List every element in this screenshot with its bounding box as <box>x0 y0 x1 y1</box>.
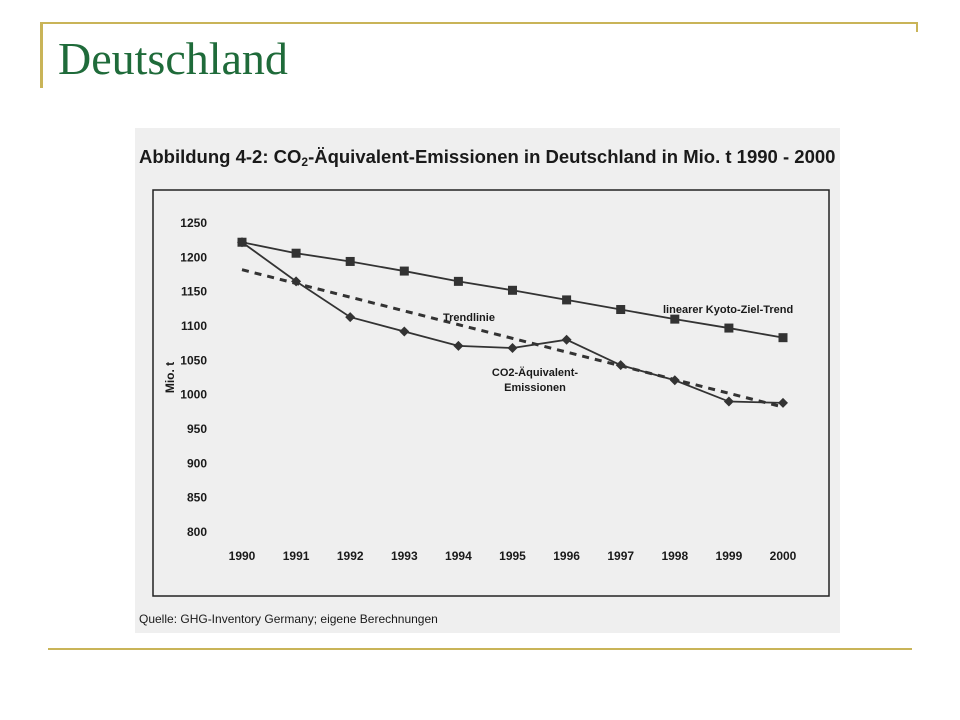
x-tick-label: 1999 <box>716 549 743 563</box>
series-point <box>453 276 463 286</box>
plot-frame <box>152 189 830 597</box>
x-tick-label: 1990 <box>229 549 256 563</box>
x-tick-label: 1994 <box>445 549 472 563</box>
annotation-emissions-line2: Emissionen <box>504 382 566 394</box>
x-tick-label: 2000 <box>770 549 797 563</box>
y-tick-label: 1050 <box>180 353 207 367</box>
y-tick-label: 950 <box>187 422 207 436</box>
x-tick-label: 1998 <box>661 549 688 563</box>
annotation-trendlinie: Trendlinie <box>443 312 495 324</box>
series-point <box>778 397 788 408</box>
y-tick-label: 850 <box>187 491 207 505</box>
series-point <box>508 285 517 295</box>
y-tick-label: 1000 <box>180 388 207 402</box>
x-tick-label: 1992 <box>337 549 364 563</box>
annotation-emissions-line1: CO2-Äquivalent- <box>492 366 579 379</box>
series-point <box>453 340 464 351</box>
series-point <box>345 312 356 323</box>
series-point <box>616 305 626 315</box>
series-point <box>399 266 409 276</box>
series-point <box>507 342 518 353</box>
y-tick-label: 1100 <box>181 319 207 333</box>
figure-title: Abbildung 4-2: CO2-Äquivalent-Emissionen… <box>139 146 836 169</box>
series-point <box>345 256 355 266</box>
decorative-bottom-rule <box>48 648 912 650</box>
x-tick-label: 1993 <box>391 549 418 563</box>
annotation-kyoto-trend: linearer Kyoto-Ziel-Trend <box>663 304 793 316</box>
y-tick-label: 1250 <box>180 216 207 230</box>
series-point <box>723 396 734 407</box>
decorative-right-tick <box>916 22 918 32</box>
y-tick-label: 800 <box>187 525 207 539</box>
series-point <box>237 237 247 248</box>
decorative-left-rule <box>40 22 43 88</box>
y-axis-label: Mio. t <box>163 362 177 393</box>
figure-source: Quelle: GHG-Inventory Germany; eigene Be… <box>139 612 438 626</box>
y-tick-label: 1150 <box>181 285 207 299</box>
slide-title: Deutschland <box>58 33 288 84</box>
x-tick-label: 1995 <box>499 549 526 563</box>
x-tick-label: 1997 <box>607 549 634 563</box>
series-point <box>724 323 734 333</box>
x-tick-label: 1991 <box>283 549 310 563</box>
decorative-top-rule <box>40 22 918 24</box>
series-line-3 <box>241 268 784 409</box>
series-point <box>670 314 680 324</box>
series-point <box>399 326 410 337</box>
series-point <box>291 248 301 258</box>
y-tick-label: 900 <box>187 456 207 470</box>
emissions-line-chart: Mio. t 800 850 900 950 1000 1050 1100 1150 1200 12… <box>152 189 830 597</box>
scanned-figure: Abbildung 4-2: CO2-Äquivalent-Emissionen… <box>135 128 840 633</box>
series-point <box>778 333 788 343</box>
y-tick-label: 1200 <box>180 250 207 264</box>
series-point <box>562 295 572 305</box>
series-point <box>561 334 572 345</box>
x-tick-label: 1996 <box>553 549 580 563</box>
